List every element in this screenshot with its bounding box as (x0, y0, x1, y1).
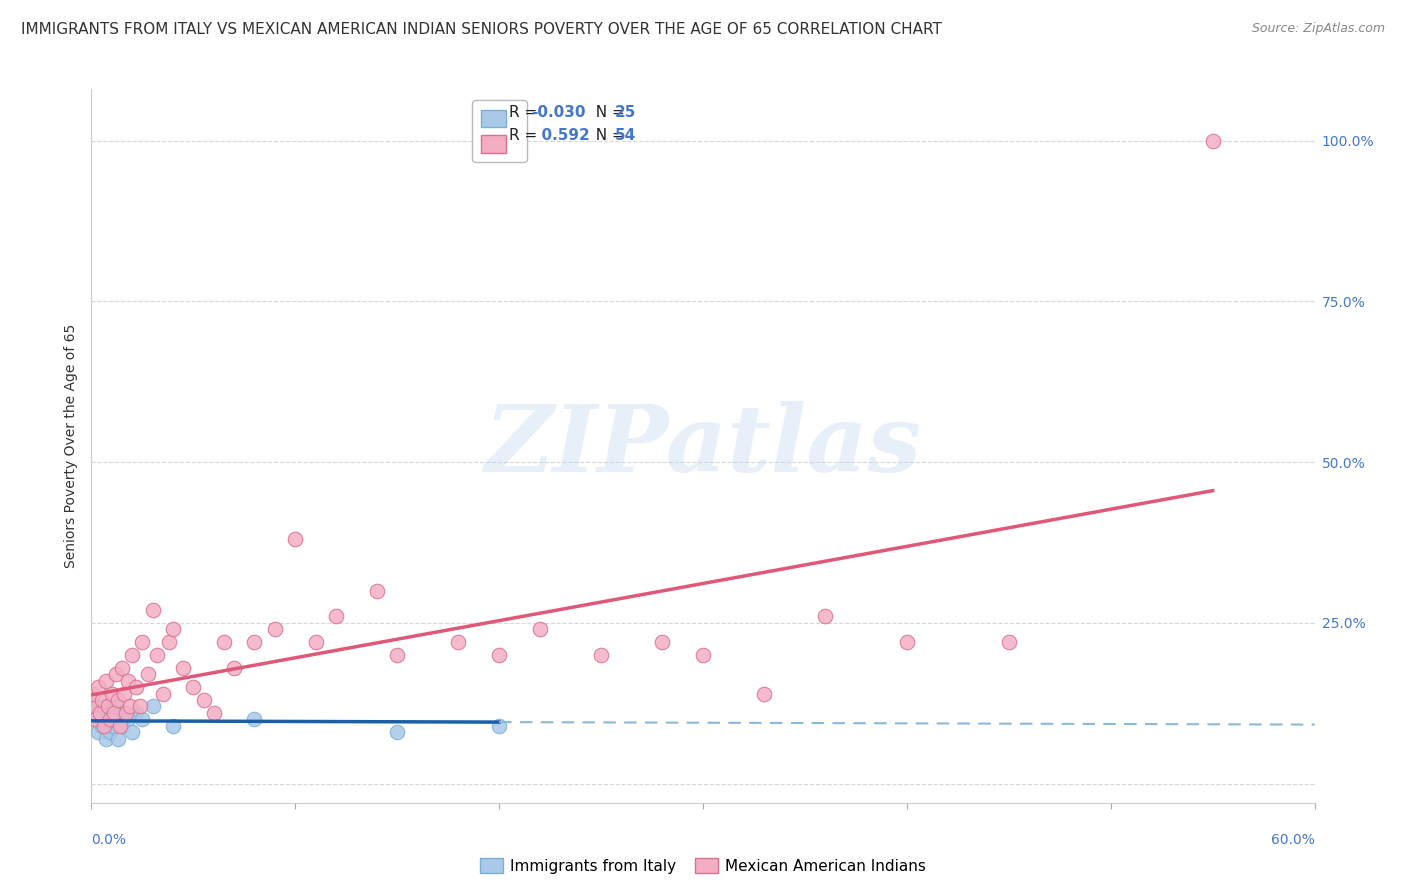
Point (385, 725, 409, 739)
Point (89, 706, 111, 720)
Text: IMMIGRANTS FROM ITALY VS MEXICAN AMERICAN INDIAN SENIORS POVERTY OVER THE AGE OF: IMMIGRANTS FROM ITALY VS MEXICAN AMERICA… (21, 22, 942, 37)
Point (129, 699, 152, 714)
Legend: Immigrants from Italy, Mexican American Indians: Immigrants from Italy, Mexican American … (474, 852, 932, 880)
Point (93, 719, 115, 733)
Point (121, 725, 143, 739)
Point (488, 719, 510, 733)
Point (157, 635, 180, 649)
Text: -0.030: -0.030 (531, 105, 586, 120)
Point (98, 725, 121, 739)
Point (108, 712, 131, 726)
Point (80, 712, 103, 726)
Point (94, 673, 117, 688)
Point (117, 673, 139, 688)
Point (104, 667, 127, 681)
Text: 0.0%: 0.0% (91, 833, 127, 847)
Point (222, 661, 246, 675)
Point (120, 699, 142, 714)
Point (212, 635, 235, 649)
Point (385, 648, 409, 662)
Point (529, 622, 551, 636)
Point (304, 635, 326, 649)
Text: N =: N = (586, 105, 630, 120)
Point (131, 712, 153, 726)
Point (264, 622, 287, 636)
Point (1202, 134, 1225, 148)
Point (202, 706, 225, 720)
Point (162, 622, 184, 636)
Y-axis label: Seniors Poverty Over the Age of 65: Seniors Poverty Over the Age of 65 (65, 324, 79, 568)
Text: 25: 25 (614, 105, 636, 120)
Point (488, 648, 510, 662)
Point (141, 603, 163, 617)
Point (141, 699, 163, 714)
Text: 54: 54 (614, 128, 636, 143)
Point (896, 635, 918, 649)
Point (111, 719, 134, 733)
Point (86, 725, 108, 739)
Point (108, 719, 131, 733)
Point (183, 680, 205, 694)
Point (243, 635, 266, 649)
Point (152, 686, 174, 700)
Point (101, 706, 124, 720)
Point (86, 680, 108, 694)
Point (754, 686, 776, 700)
Text: ZIPatlas: ZIPatlas (485, 401, 921, 491)
Text: 60.0%: 60.0% (1271, 833, 1315, 847)
Point (80, 699, 103, 714)
Point (115, 706, 138, 720)
Point (243, 712, 266, 726)
Point (103, 719, 125, 733)
Point (447, 635, 470, 649)
Point (591, 648, 613, 662)
Point (125, 680, 148, 694)
Point (117, 712, 139, 726)
Text: 0.592: 0.592 (531, 128, 591, 143)
Point (90, 693, 112, 707)
Point (90, 719, 112, 733)
Point (138, 667, 160, 681)
Text: R =: R = (509, 128, 543, 143)
Point (94, 731, 117, 746)
Point (101, 686, 124, 700)
Point (651, 635, 673, 649)
Point (82, 686, 104, 700)
Point (145, 648, 167, 662)
Point (89, 706, 111, 720)
Point (84, 712, 107, 726)
Point (84, 699, 107, 714)
Point (998, 635, 1021, 649)
Point (125, 706, 148, 720)
Text: N =: N = (586, 128, 630, 143)
Point (93, 699, 115, 714)
Point (814, 609, 837, 624)
Point (131, 635, 153, 649)
Point (325, 609, 347, 624)
Point (193, 693, 215, 707)
Point (97, 699, 120, 714)
Point (121, 648, 143, 662)
Point (284, 533, 307, 547)
Point (107, 731, 129, 746)
Point (172, 661, 194, 675)
Point (98, 712, 121, 726)
Point (97, 712, 120, 726)
Point (107, 693, 129, 707)
Point (366, 583, 388, 598)
Text: Source: ZipAtlas.com: Source: ZipAtlas.com (1251, 22, 1385, 36)
Text: R =: R = (509, 105, 543, 120)
Legend: , : , (472, 101, 527, 161)
Point (692, 648, 714, 662)
Point (162, 719, 184, 733)
Point (112, 706, 135, 720)
Point (111, 661, 134, 675)
Point (112, 686, 135, 700)
Point (103, 706, 125, 720)
Point (104, 699, 127, 714)
